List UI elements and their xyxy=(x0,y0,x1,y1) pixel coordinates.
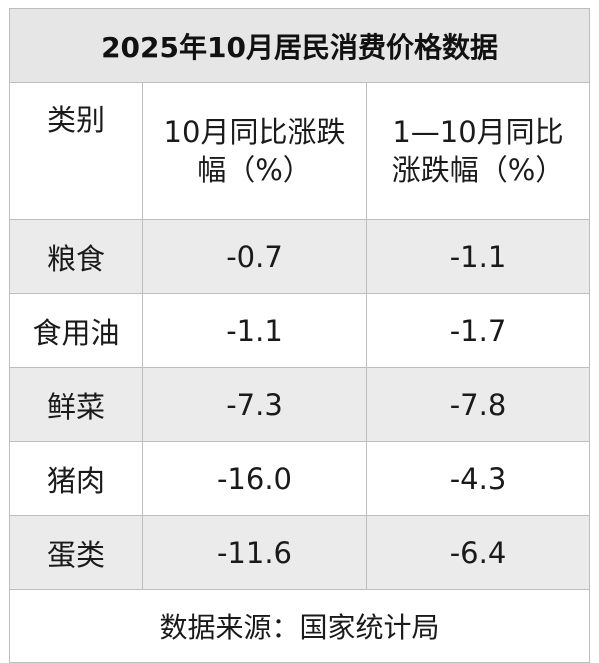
row-category: 粮食 xyxy=(9,219,143,294)
table-source-row: 数据来源：国家统计局 xyxy=(8,589,591,663)
row-ytd-yoy: -1.7 xyxy=(365,293,591,368)
table-row: 食用油 -1.1 -1.7 xyxy=(9,293,591,368)
table-title-row: 2025年10月居民消费价格数据 xyxy=(8,8,591,83)
table-title: 2025年10月居民消费价格数据 xyxy=(8,8,591,83)
row-category: 蛋类 xyxy=(9,515,143,590)
header-oct-yoy-line2: 幅（%） xyxy=(197,153,312,187)
data-source-note: 数据来源：国家统计局 xyxy=(8,589,591,663)
row-oct-yoy: -16.0 xyxy=(142,441,367,516)
row-ytd-yoy: -4.3 xyxy=(365,441,591,516)
row-oct-yoy: -11.6 xyxy=(142,515,367,590)
table-row: 粮食 -0.7 -1.1 xyxy=(9,219,591,294)
row-ytd-yoy: -6.4 xyxy=(365,515,591,590)
table-row: 蛋类 -11.6 -6.4 xyxy=(9,515,591,590)
header-category: 类别 xyxy=(9,82,143,220)
price-data-table: 2025年10月居民消费价格数据 类别 10月同比涨跌 幅（%） 1—10月同比… xyxy=(8,8,591,663)
header-oct-yoy: 10月同比涨跌 幅（%） xyxy=(142,82,367,220)
row-ytd-yoy: -1.1 xyxy=(365,219,591,294)
row-oct-yoy: -7.3 xyxy=(142,367,367,442)
table-header-row: 类别 10月同比涨跌 幅（%） 1—10月同比 涨跌幅（%） xyxy=(9,82,591,220)
table-row: 鲜菜 -7.3 -7.8 xyxy=(9,367,591,442)
row-ytd-yoy: -7.8 xyxy=(365,367,591,442)
header-oct-yoy-line1: 10月同比涨跌 xyxy=(163,115,346,149)
row-category: 猪肉 xyxy=(9,441,143,516)
row-oct-yoy: -0.7 xyxy=(142,219,367,294)
row-category: 鲜菜 xyxy=(9,367,143,442)
table-row: 猪肉 -16.0 -4.3 xyxy=(9,441,591,516)
price-data-table-container: 2025年10月居民消费价格数据 类别 10月同比涨跌 幅（%） 1—10月同比… xyxy=(8,8,591,663)
header-ytd-yoy: 1—10月同比 涨跌幅（%） xyxy=(365,82,591,220)
header-ytd-yoy-line1: 1—10月同比 xyxy=(392,115,564,149)
row-category: 食用油 xyxy=(9,293,143,368)
row-oct-yoy: -1.1 xyxy=(142,293,367,368)
header-ytd-yoy-line2: 涨跌幅（%） xyxy=(391,153,565,187)
